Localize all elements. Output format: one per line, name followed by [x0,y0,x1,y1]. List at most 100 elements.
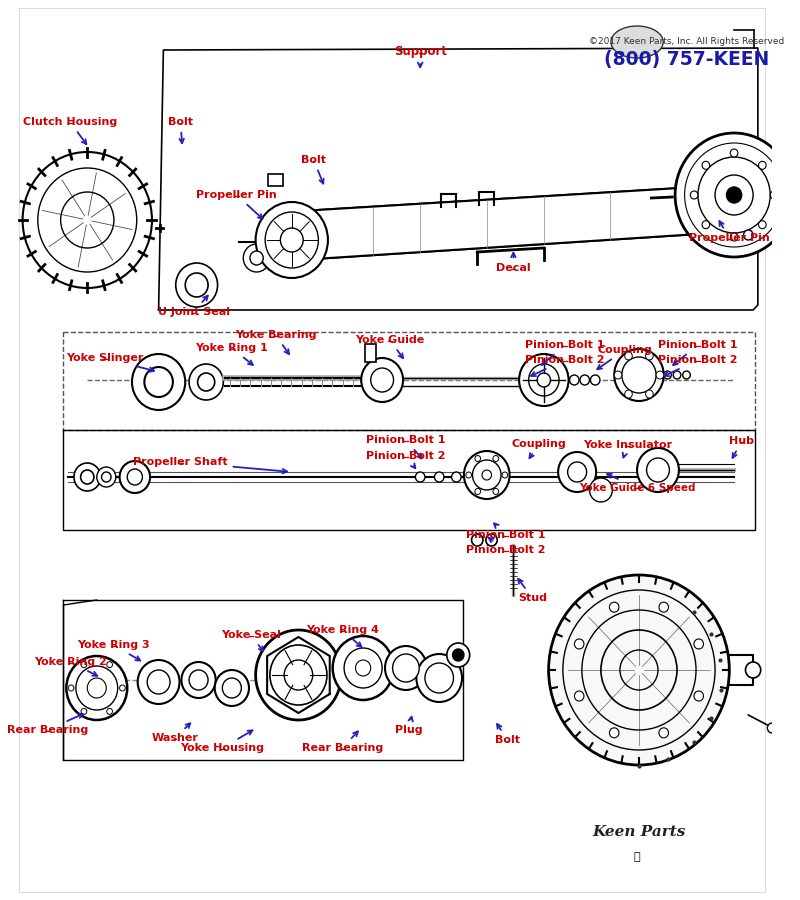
Circle shape [280,228,303,252]
Circle shape [656,371,664,379]
Circle shape [189,364,223,400]
Circle shape [694,639,703,649]
Text: Pinion Bolt 1: Pinion Bolt 1 [366,435,446,458]
Circle shape [120,685,126,691]
Circle shape [614,349,664,401]
Circle shape [675,133,793,257]
Text: Propeller Pin: Propeller Pin [196,190,277,219]
Circle shape [144,367,173,397]
Circle shape [344,648,382,688]
Bar [268,174,283,186]
Circle shape [674,371,681,379]
Circle shape [333,636,394,700]
Circle shape [743,230,753,240]
Circle shape [694,691,703,701]
Text: Keen Parts: Keen Parts [592,825,686,839]
Circle shape [646,390,654,398]
Circle shape [362,358,403,402]
Circle shape [549,575,730,765]
Text: Coupling: Coupling [512,439,566,458]
Circle shape [730,233,738,241]
Circle shape [646,352,654,360]
Circle shape [464,451,510,499]
Circle shape [393,654,419,682]
Text: Bolt: Bolt [301,155,326,184]
Text: Washer: Washer [151,724,198,743]
Text: Pinion Bolt 2: Pinion Bolt 2 [658,355,738,376]
Circle shape [610,602,619,612]
Circle shape [580,375,590,385]
Text: Support: Support [394,46,446,68]
Circle shape [502,472,508,478]
Circle shape [355,660,370,676]
Circle shape [214,670,249,706]
Text: Bolt: Bolt [495,724,520,745]
Text: Pinion Bolt 1: Pinion Bolt 1 [525,340,605,364]
Circle shape [537,373,550,387]
Text: Propeller Pin: Propeller Pin [689,221,770,243]
Text: Yoke Housing: Yoke Housing [180,731,264,753]
Circle shape [570,375,579,385]
Circle shape [471,534,483,546]
Polygon shape [268,185,730,262]
Circle shape [637,448,679,492]
Circle shape [284,660,313,690]
Circle shape [256,202,328,278]
Circle shape [176,263,218,307]
Circle shape [447,643,470,667]
Circle shape [758,161,766,169]
Circle shape [622,357,656,393]
Circle shape [120,461,150,493]
Circle shape [659,602,669,612]
Circle shape [132,354,186,410]
Circle shape [482,470,491,480]
Text: Clutch Housing: Clutch Housing [23,117,118,144]
Text: Yoke Seal: Yoke Seal [221,630,281,652]
Text: (800) 757-KEEN: (800) 757-KEEN [604,50,769,69]
Text: Yoke Insulator: Yoke Insulator [583,440,672,457]
Circle shape [87,678,106,698]
Circle shape [702,220,710,229]
Circle shape [81,470,94,484]
Circle shape [102,472,111,482]
Text: Pinion Bolt 2: Pinion Bolt 2 [525,355,605,376]
Text: Rear Bearing: Rear Bearing [302,732,383,753]
Circle shape [138,660,179,704]
Circle shape [590,478,612,502]
Text: Yoke Ring 2: Yoke Ring 2 [34,657,106,676]
Circle shape [81,708,86,715]
Circle shape [574,639,584,649]
Circle shape [568,462,586,482]
Circle shape [625,390,632,398]
Circle shape [473,460,501,490]
Circle shape [726,187,742,203]
Circle shape [682,371,690,379]
Circle shape [416,654,462,702]
Text: Pinion Bolt 2: Pinion Bolt 2 [366,451,446,468]
Circle shape [770,191,778,199]
Text: Yoke Ring 1: Yoke Ring 1 [195,343,268,365]
Circle shape [256,630,342,720]
Circle shape [486,534,498,546]
Text: ©2017 Keen Parts, Inc. All Rights Reserved: ©2017 Keen Parts, Inc. All Rights Reserv… [589,38,784,47]
Text: Hub: Hub [729,436,754,458]
Circle shape [610,728,619,738]
Circle shape [434,472,444,482]
Circle shape [493,489,498,494]
Text: Propeller Shaft: Propeller Shaft [133,457,287,473]
Text: Yoke Guide 6 Speed: Yoke Guide 6 Speed [579,474,695,493]
Text: Yoke Ring 4: Yoke Ring 4 [306,625,378,647]
Circle shape [68,685,74,691]
Text: Rear Bearing: Rear Bearing [6,714,88,735]
Circle shape [625,352,632,360]
Text: Plug: Plug [395,716,422,735]
Text: Yoke Slinger: Yoke Slinger [66,353,154,372]
Circle shape [425,663,454,693]
Circle shape [746,662,761,678]
Text: Pinion Bolt 1: Pinion Bolt 1 [658,340,738,365]
Circle shape [222,678,242,698]
Circle shape [74,463,101,491]
Circle shape [475,489,481,494]
Circle shape [106,662,113,668]
Text: Yoke Guide: Yoke Guide [355,335,424,358]
